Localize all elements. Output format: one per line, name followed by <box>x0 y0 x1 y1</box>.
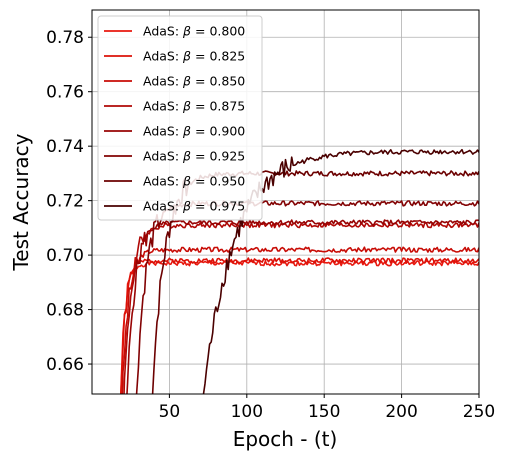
x-axis-label: Epoch - (t) <box>233 427 338 451</box>
x-tick-label: 50 <box>159 402 181 422</box>
legend-entry: AdaS: β = 0.800 <box>143 24 245 39</box>
y-tick-label: 0.76 <box>46 83 84 103</box>
x-axis-ticks: 50 100 150 200 250 <box>159 394 495 422</box>
legend-entry: AdaS: β = 0.875 <box>143 99 245 114</box>
x-tick-label: 200 <box>385 402 417 422</box>
series-line <box>120 257 479 394</box>
legend: AdaS: β = 0.800 AdaS: β = 0.825 AdaS: β = … <box>97 15 263 221</box>
legend-box <box>97 15 263 221</box>
x-tick-label: 150 <box>308 402 340 422</box>
legend-entry: AdaS: β = 0.950 <box>143 174 245 189</box>
legend-entry: AdaS: β = 0.825 <box>143 49 245 64</box>
series-line <box>126 219 479 394</box>
legend-entry: AdaS: β = 0.900 <box>143 124 245 139</box>
series-line <box>123 221 479 394</box>
y-tick-label: 0.68 <box>46 301 84 321</box>
y-tick-label: 0.72 <box>46 192 84 212</box>
legend-entry: AdaS: β = 0.925 <box>143 149 245 164</box>
x-tick-label: 100 <box>231 402 263 422</box>
plot-frame <box>91 9 480 395</box>
y-tick-label: 0.70 <box>46 246 84 266</box>
y-tick-label: 0.74 <box>46 137 84 157</box>
legend-entry: AdaS: β = 0.850 <box>143 74 245 89</box>
y-axis-ticks: 0.66 0.68 0.70 0.72 0.74 0.76 0.78 <box>46 28 92 375</box>
y-tick-label: 0.66 <box>46 355 84 375</box>
x-tick-label: 250 <box>463 402 495 422</box>
y-tick-label: 0.78 <box>46 28 84 48</box>
y-axis-label: Test Accuracy <box>9 133 33 271</box>
series-line <box>121 246 479 394</box>
legend-entry: AdaS: β = 0.975 <box>143 199 245 214</box>
